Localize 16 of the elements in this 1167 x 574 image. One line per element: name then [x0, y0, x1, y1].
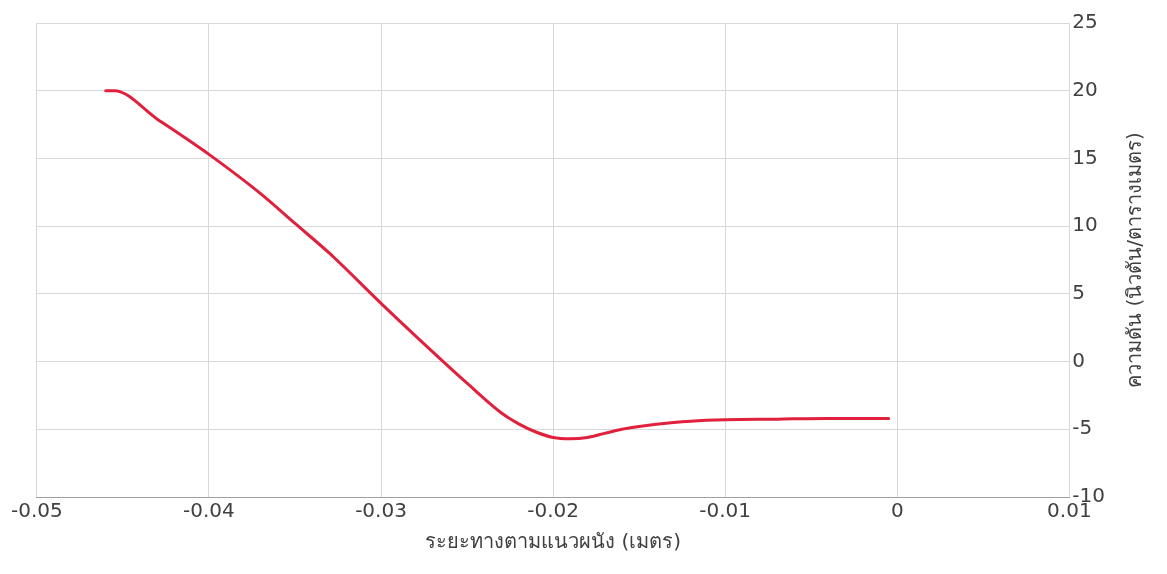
y-tick-label: 10: [1072, 212, 1098, 237]
y-tick-label: 25: [1072, 9, 1098, 34]
y-tick-label: -5: [1072, 415, 1093, 440]
x-tick-label: -0.04: [183, 498, 235, 523]
y-tick-label: 20: [1072, 76, 1098, 101]
line-series: [104, 89, 891, 441]
y-axis-title: ความดัน (นิวตัน/ตารางเมตร): [1122, 132, 1147, 388]
x-tick-label: 0: [890, 498, 904, 523]
x-axis-title: ระยะทางตามแนวผนัง (เมตร): [425, 529, 682, 554]
y-tick-label: 5: [1072, 280, 1086, 305]
x-tick-label: -0.01: [699, 498, 752, 523]
x-tick-label: -0.02: [527, 498, 579, 523]
x-tick-label: -0.03: [355, 498, 407, 523]
y-tick-label: 15: [1072, 144, 1098, 169]
y-tick-label: 0: [1072, 347, 1086, 372]
x-tick-label: -0.05: [11, 498, 63, 523]
